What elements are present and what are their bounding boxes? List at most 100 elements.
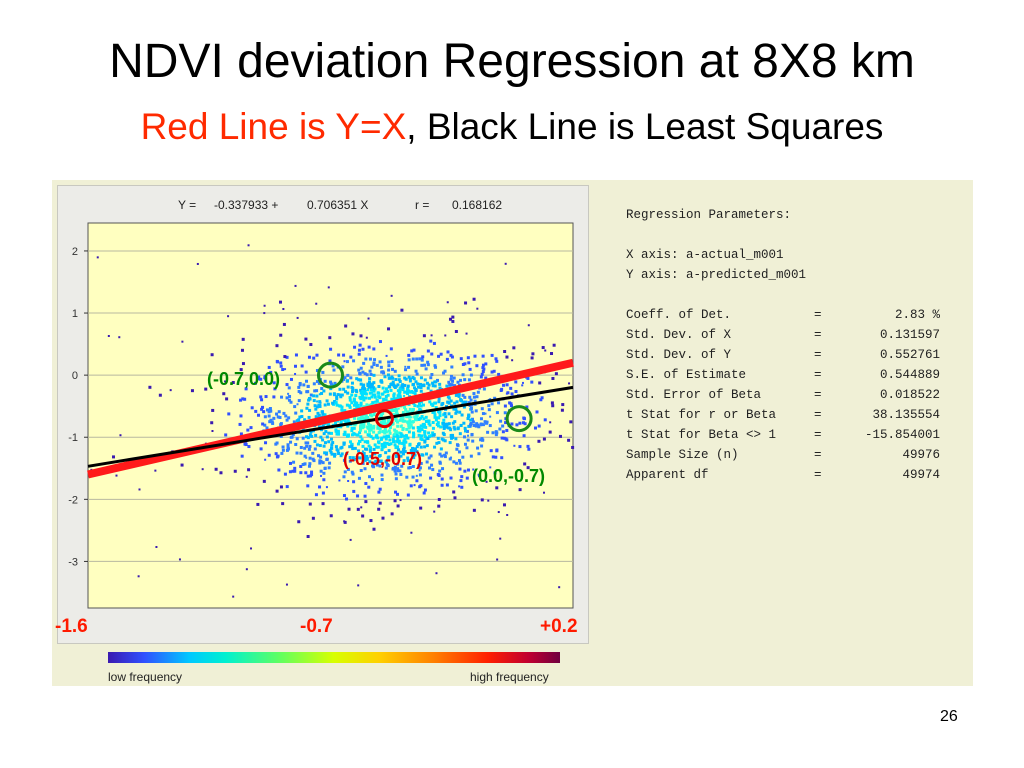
density-point — [390, 409, 394, 413]
density-point — [299, 391, 303, 395]
density-point — [393, 465, 397, 469]
density-point — [495, 411, 499, 415]
density-point — [405, 427, 409, 431]
density-point — [239, 432, 243, 436]
density-point — [454, 411, 458, 415]
density-point — [396, 448, 400, 452]
density-point — [518, 421, 522, 425]
density-point — [441, 401, 445, 405]
density-point — [445, 483, 449, 487]
density-point — [472, 392, 476, 396]
density-point — [369, 386, 373, 390]
density-point — [434, 380, 438, 384]
density-point — [307, 355, 311, 359]
density-point — [278, 415, 282, 419]
density-point — [261, 422, 265, 426]
density-point — [523, 422, 527, 426]
density-point — [429, 376, 433, 380]
density-point — [395, 412, 399, 416]
y-tick-label: -1 — [68, 432, 78, 444]
density-point — [406, 436, 410, 440]
density-point — [375, 398, 379, 402]
density-point — [552, 343, 556, 347]
density-point — [470, 432, 474, 436]
density-point — [383, 427, 387, 431]
density-point — [275, 489, 279, 493]
density-point — [449, 353, 453, 357]
density-point — [377, 431, 381, 435]
density-point — [452, 425, 456, 429]
density-point — [388, 376, 392, 380]
density-point — [314, 433, 318, 437]
density-point — [328, 461, 332, 465]
density-point — [458, 410, 462, 414]
density-point — [407, 389, 411, 393]
density-point — [398, 387, 402, 391]
density-point — [279, 422, 283, 426]
density-point — [550, 352, 554, 356]
param-value: 2.83 % — [894, 308, 940, 322]
density-point — [329, 431, 333, 435]
density-point — [369, 435, 373, 439]
density-point — [281, 445, 285, 449]
density-point — [473, 399, 477, 403]
density-point — [357, 584, 360, 587]
density-point — [299, 445, 303, 449]
density-point — [390, 382, 394, 386]
density-point — [432, 433, 436, 437]
density-point — [498, 427, 502, 431]
density-point — [368, 448, 372, 452]
density-point — [480, 407, 484, 411]
density-point — [472, 297, 476, 301]
density-point — [512, 346, 516, 350]
density-point — [461, 362, 465, 366]
density-point — [233, 469, 237, 473]
density-point — [446, 422, 450, 426]
density-point — [291, 432, 295, 436]
density-point — [469, 373, 473, 377]
density-point — [318, 400, 322, 404]
density-point — [449, 399, 453, 403]
x-label-right: +0.2 — [540, 616, 578, 637]
density-point — [449, 476, 453, 480]
density-point — [387, 455, 391, 459]
density-point — [387, 429, 391, 433]
density-point — [312, 382, 316, 386]
density-point — [487, 499, 490, 502]
density-point — [225, 397, 229, 401]
density-point — [462, 405, 466, 409]
density-point — [158, 393, 162, 397]
param-value: -15.854001 — [864, 428, 940, 442]
density-point — [384, 430, 388, 434]
density-point — [387, 368, 391, 372]
density-point — [544, 349, 547, 352]
density-point — [377, 507, 381, 511]
density-point — [390, 397, 394, 401]
page-number: 26 — [940, 708, 958, 725]
density-point — [285, 396, 289, 400]
density-point — [323, 466, 327, 470]
density-point — [384, 398, 388, 402]
density-point — [497, 511, 500, 514]
density-point — [315, 405, 319, 409]
density-point — [466, 356, 470, 360]
density-point — [465, 429, 469, 433]
density-point — [366, 440, 370, 444]
density-point — [268, 407, 272, 411]
density-point — [320, 387, 324, 391]
density-point — [358, 416, 362, 420]
density-point — [285, 583, 288, 586]
density-point — [422, 384, 426, 388]
density-point — [495, 431, 499, 435]
density-point — [382, 398, 386, 402]
density-point — [311, 516, 315, 520]
density-point — [429, 476, 433, 480]
density-point — [368, 413, 372, 417]
density-point — [479, 422, 483, 426]
density-point — [340, 445, 344, 449]
density-point — [474, 409, 478, 413]
density-point — [447, 380, 451, 384]
param-equals: = — [814, 308, 822, 322]
y-tick-label: 2 — [72, 246, 78, 258]
density-point — [310, 470, 314, 474]
